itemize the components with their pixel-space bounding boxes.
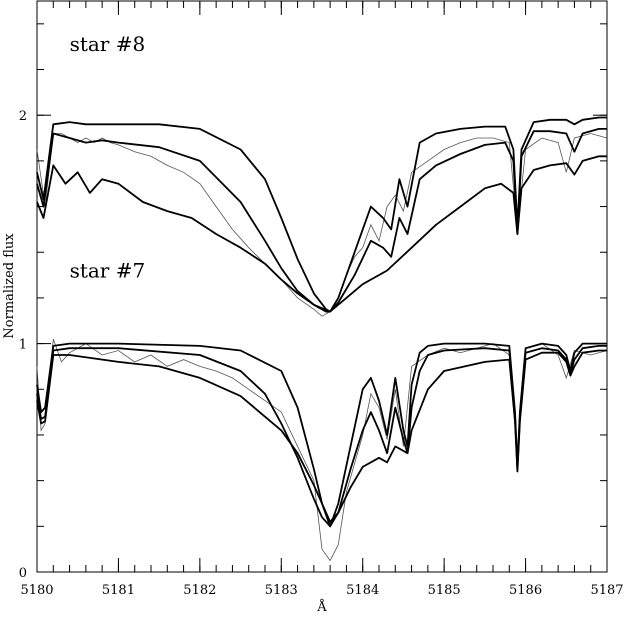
series-layer (36, 116, 608, 562)
model-spectrum-line-1 (36, 116, 607, 313)
y-tick-label: 1 (19, 338, 27, 353)
y-axis-label: Normalized flux (2, 233, 17, 339)
x-tick-label: 5185 (428, 583, 461, 598)
observed-spectrum-line-4 (36, 338, 608, 562)
x-tick-label: 5180 (20, 583, 53, 598)
x-tick-label: 5186 (509, 583, 542, 598)
y-tick-label: 0 (19, 566, 27, 581)
annotation-star-label-1: star #7 (70, 258, 146, 282)
x-tick-label: 5182 (183, 583, 216, 598)
x-tick-label: 5183 (265, 583, 298, 598)
annotations-layer: star #8 star #7 (70, 32, 146, 282)
x-tick-label: 5181 (102, 583, 135, 598)
model-spectrum-line-5 (36, 342, 607, 528)
x-tick-label: 5187 (590, 583, 623, 598)
model-spectrum-line-6 (36, 344, 607, 528)
model-spectrum-line-3 (36, 155, 607, 313)
y-tick-label: 2 (19, 109, 27, 124)
model-spectrum-line-7 (36, 349, 607, 523)
plot-frame (36, 0, 608, 573)
x-tick-label: 5184 (346, 583, 379, 598)
ticks-layer: 5180 5181 5182 5183 5184 5185 5186 5187 0 1 2 (19, 1, 624, 598)
annotation-star-label-0: star #8 (70, 32, 146, 56)
x-axis-label: Å (316, 599, 327, 615)
model-spectrum-line-2 (36, 127, 607, 313)
